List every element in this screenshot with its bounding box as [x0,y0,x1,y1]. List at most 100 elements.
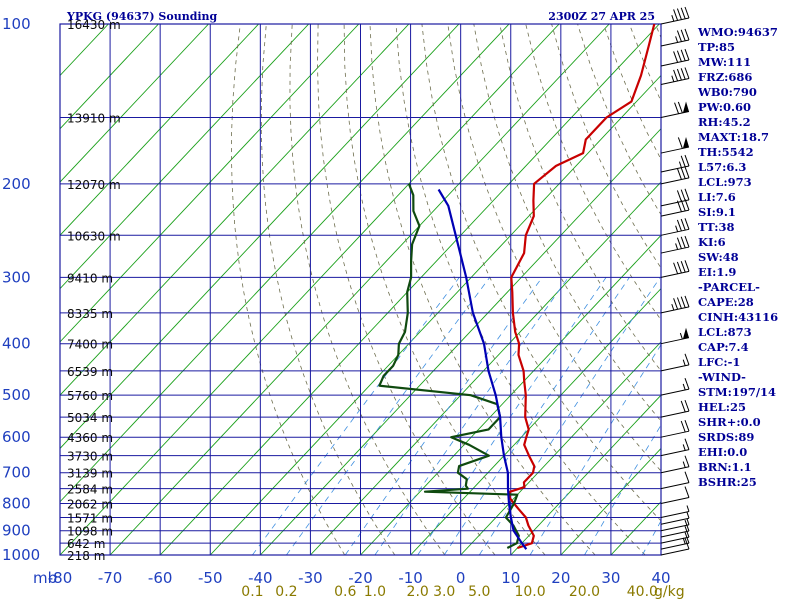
wind-barb-flag [684,353,690,366]
wind-barb [660,455,690,474]
height-label: 5760 m [67,389,113,403]
wind-barb-flag [680,167,686,179]
wind-barb-staff [660,177,690,185]
index-line: SHR+:0.0 [698,415,761,429]
temperature-tick-label: 0 [456,569,466,587]
isotherm-line [209,74,661,555]
parcel-line [437,188,528,550]
index-line: BSHR:25 [698,475,757,489]
isotherm-line [460,341,661,555]
mixing-ratio-line [443,277,630,555]
wind-barb-half [671,303,675,311]
wind-barb-staff [660,165,690,173]
plot-frame [59,23,662,556]
temperature-tick-label: -40 [248,569,273,587]
wind-barb [660,327,690,345]
index-line: TP:85 [698,40,735,54]
wind-barb-flag [673,69,679,82]
mixing-ratio-line [478,277,661,555]
temperature-tick-label: -80 [48,569,73,587]
wind-barb-flag [684,486,690,498]
temperature-tick-label: -10 [398,569,423,587]
wind-barb-flag [684,218,690,230]
wind-barb [660,218,690,236]
isotherm-line [510,394,661,555]
wind-barb-staff [660,364,690,372]
wind-barb-flag [680,68,686,80]
wind-barb-half [682,537,686,545]
pressure-tick-label: 700 [2,464,31,482]
wind-barb-flag [680,189,686,201]
wind-barb-flag [676,219,682,232]
wind-barb-staff [660,39,690,47]
index-line: STM:197/14 [698,385,776,399]
mixing-ratio-label: 0.2 [275,584,297,600]
wind-barb-flag [684,455,690,467]
mixing-ratio-line [374,277,569,555]
height-label: 218 m [67,549,105,563]
index-line: RH:45.2 [698,115,751,129]
wind-barb [660,67,690,85]
wind-barb-flag [684,295,690,308]
wind-barb [660,198,690,217]
wind-barb-flag [684,188,690,200]
index-line: PW:0.60 [698,100,751,114]
wind-barb-flag [676,237,682,249]
isotherm-line [109,24,610,555]
mb-axis-label: mb [33,569,57,587]
height-label: 3730 m [67,450,113,464]
index-line: WB0:790 [697,85,757,99]
wind-barb-flag [673,262,679,274]
wind-barb-half [675,36,679,43]
height-label: 8335 m [67,307,113,321]
wind-barb-staff [660,530,690,538]
wind-barb-flag [680,236,686,249]
wind-barb-flag [673,51,679,63]
wind-barb-flag [674,102,680,114]
index-line: LCL:973 [698,175,752,189]
wind-barb-flag [680,218,686,231]
height-label: 1571 m [67,512,113,526]
wind-barb-flag [676,297,682,309]
wind-barb [660,295,690,314]
temperature-tick-label: 40 [651,569,670,587]
wind-barb-staff [660,517,690,525]
isotherm-line [60,24,209,183]
temperature-tick-label: -60 [148,569,173,587]
wind-barb [660,137,690,154]
wind-barb-staff [660,59,690,67]
wind-barb-staff [660,146,690,154]
wind-barb-half [671,15,675,22]
mixing-unit-label: g/kg [654,584,685,600]
height-label: 3139 m [67,467,113,481]
wind-barb-pennant [683,101,689,113]
wind-barb-staff [660,511,690,519]
wind-barb-staff [660,78,690,85]
wind-barb-staff [660,306,690,314]
height-label: 2062 m [67,498,113,512]
wind-barb-flag [684,420,690,432]
isotherm-line [560,447,661,555]
wind-barb-flag [677,101,683,114]
wind-barb-flag [676,190,682,202]
index-line: KI:6 [698,235,726,249]
pressure-tick-label: 100 [2,15,31,33]
mixing-ratio-label: 0.1 [241,584,263,600]
wind-barb [660,353,690,372]
grid [59,23,662,556]
wind-barb [660,188,690,207]
index-line: EHI:0.0 [698,445,747,459]
wind-barb-flag [680,400,686,413]
index-line: HEL:25 [698,400,746,414]
wind-barb [660,28,690,47]
wind-barb [660,438,690,457]
isotherm-line [60,24,410,396]
wind-barb-pennant [683,137,689,149]
index-line: -PARCEL- [698,280,760,294]
station-title: YPKG (94637) Sounding [66,10,218,23]
wind-barb-half [682,383,686,391]
wind-barb-flag [684,48,690,61]
mixing-ratio-label: 3.0 [433,584,455,600]
